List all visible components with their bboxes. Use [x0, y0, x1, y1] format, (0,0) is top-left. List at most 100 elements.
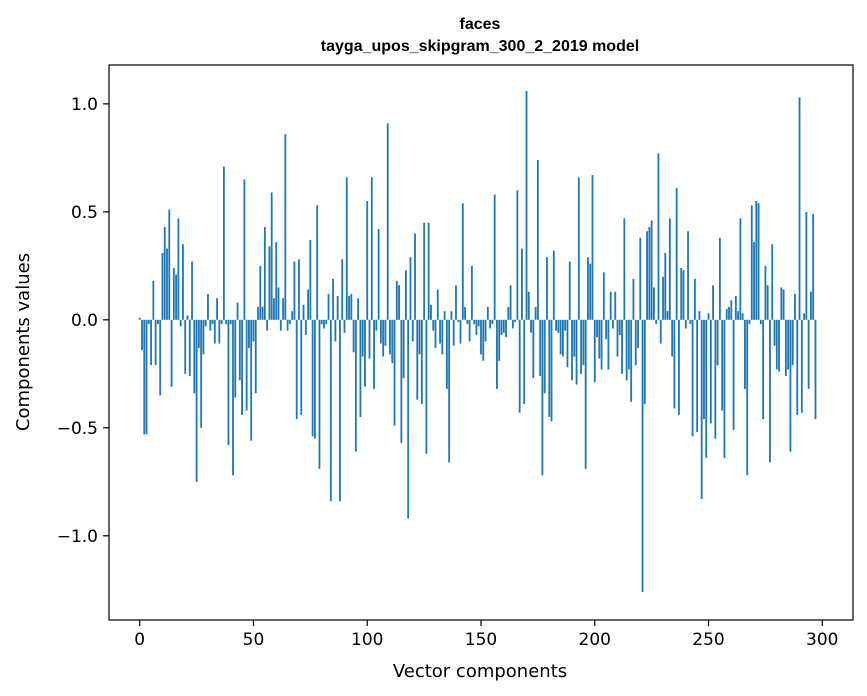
bar-76	[311, 319, 314, 437]
x-tick-label: 250	[692, 630, 724, 650]
bar-87	[336, 296, 339, 320]
bar-23	[191, 261, 193, 320]
bar-211	[618, 319, 621, 335]
bar-86	[334, 319, 337, 342]
bar-171	[527, 291, 530, 320]
bar-127	[427, 222, 430, 320]
bar-274	[762, 319, 765, 420]
bar-242	[689, 319, 692, 325]
bar-78	[316, 205, 319, 320]
bar-152	[484, 319, 487, 342]
bar-56	[266, 319, 269, 331]
bar-176	[539, 319, 542, 376]
bar-3	[145, 319, 148, 435]
bar-129	[432, 319, 435, 331]
bar-162	[507, 306, 510, 320]
bar-292	[803, 313, 805, 320]
bar-236	[675, 188, 678, 320]
bar-174	[534, 306, 537, 320]
chart-title: faces	[460, 16, 501, 33]
bar-61	[277, 287, 280, 320]
bar-42	[234, 319, 237, 398]
bar-244	[693, 278, 696, 320]
bar-29	[204, 319, 207, 327]
bar-85	[332, 278, 335, 320]
bar-245	[696, 319, 699, 433]
bar-233	[668, 218, 671, 320]
bar-69	[295, 319, 298, 420]
bar-247	[700, 319, 703, 500]
bar-66	[288, 319, 291, 325]
bar-195	[582, 319, 585, 366]
bar-52	[257, 306, 259, 320]
y-tick-label: 0.0	[71, 311, 98, 331]
bar-280	[775, 319, 778, 370]
bar-26	[197, 319, 200, 348]
bar-229	[659, 319, 662, 344]
bar-113	[395, 280, 398, 320]
bar-203	[600, 319, 603, 370]
bar-221	[641, 319, 644, 592]
bar-141	[459, 319, 462, 344]
bar-73	[304, 319, 307, 335]
bar-96	[357, 298, 360, 320]
y-tick-label: 0.5	[71, 203, 98, 223]
bar-216	[630, 319, 633, 402]
bar-103	[373, 319, 375, 389]
bar-128	[430, 304, 432, 320]
bar-150	[480, 319, 482, 355]
bar-210	[616, 319, 619, 357]
bar-238	[680, 268, 683, 320]
bar-170	[525, 90, 528, 320]
bar-94	[352, 319, 355, 353]
bar-136	[448, 319, 451, 463]
bar-20	[184, 319, 187, 374]
bar-99	[364, 319, 366, 387]
bar-72	[302, 304, 305, 320]
bar-5	[150, 319, 152, 366]
bar-21	[186, 315, 189, 320]
bar-82	[325, 319, 328, 325]
bar-278	[771, 244, 774, 320]
bar-107	[382, 319, 385, 357]
bar-217	[632, 278, 635, 320]
bar-249	[705, 319, 708, 459]
y-tick-label: −0.5	[57, 419, 98, 439]
bar-269	[750, 205, 753, 320]
bar-135	[445, 319, 448, 389]
bar-75	[309, 239, 312, 320]
bar-240	[684, 319, 687, 329]
bar-117	[405, 270, 407, 320]
bar-1	[141, 319, 143, 351]
bar-159	[500, 319, 503, 335]
bar-165	[514, 319, 517, 322]
bar-16	[175, 274, 178, 320]
x-tick-label: 100	[351, 630, 383, 650]
bar-248	[703, 319, 705, 420]
bar-161	[505, 319, 507, 338]
bar-118	[407, 319, 410, 519]
bar-17	[177, 218, 180, 320]
bar-188	[566, 319, 569, 368]
bar-289	[796, 319, 799, 415]
bar-219	[637, 319, 639, 348]
bar-156	[493, 194, 496, 320]
bar-262	[734, 296, 737, 320]
bar-91	[345, 177, 348, 320]
bar-180	[548, 319, 551, 417]
bar-227	[655, 319, 658, 325]
bar-257	[723, 319, 726, 459]
bar-191	[573, 319, 576, 357]
bar-200	[593, 319, 596, 383]
bar-22	[188, 319, 191, 376]
bars-group	[138, 90, 817, 592]
bar-44	[238, 319, 241, 381]
bar-41	[232, 319, 234, 476]
bar-32	[211, 319, 214, 325]
bar-228	[657, 153, 660, 320]
bar-101	[368, 319, 371, 359]
bar-148	[475, 319, 478, 335]
bar-92	[348, 296, 350, 320]
bar-93	[350, 293, 353, 320]
bar-268	[748, 319, 751, 325]
